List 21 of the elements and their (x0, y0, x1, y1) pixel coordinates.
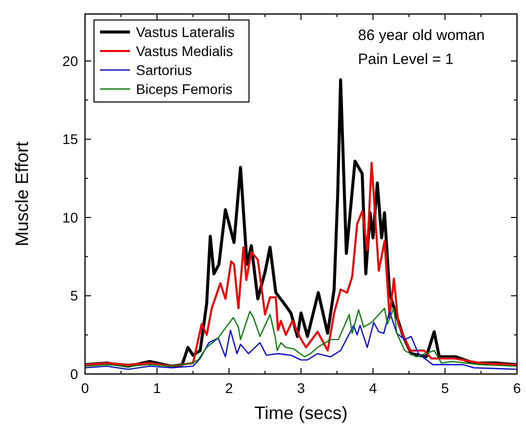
y-axis-title: Muscle Effort (12, 142, 32, 246)
x-tick-label: 1 (153, 380, 162, 396)
x-axis-title: Time (secs) (254, 403, 348, 423)
x-tick-label: 0 (81, 380, 90, 396)
y-tick-label: 15 (62, 131, 78, 148)
line-series (85, 162, 517, 368)
y-tick-label: 5 (70, 288, 78, 304)
x-tick-label: 2 (225, 380, 234, 396)
legend-label: Vastus Medialis (136, 43, 234, 59)
legend-label: Sartorius (136, 62, 192, 78)
y-tick-label: 0 (70, 366, 78, 382)
y-tick-label: 10 (62, 209, 78, 226)
x-tick-label: 3 (297, 380, 306, 396)
annotation: Pain Level = 1 (358, 51, 454, 68)
y-tick-label: 20 (62, 52, 78, 69)
annotation: 86 year old woman (358, 27, 485, 44)
x-tick-label: 5 (441, 380, 450, 396)
x-tick-label: 4 (369, 380, 378, 396)
x-tick-label: 6 (513, 380, 522, 396)
legend-label: Biceps Femoris (136, 81, 232, 97)
legend-label: Vastus Lateralis (136, 24, 235, 40)
